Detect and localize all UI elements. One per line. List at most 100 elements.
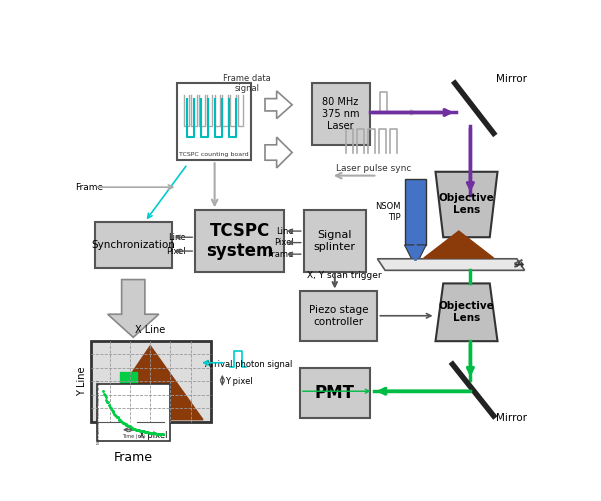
Point: [113, 413, 123, 421]
Polygon shape: [100, 346, 203, 420]
Text: Y Line: Y Line: [77, 366, 87, 396]
Bar: [97, 384, 171, 441]
Point: [112, 413, 121, 421]
Polygon shape: [108, 280, 159, 337]
Point: [154, 430, 164, 438]
Point: [144, 428, 154, 436]
Polygon shape: [265, 91, 292, 119]
Text: Mirror: Mirror: [496, 413, 527, 423]
Point: [141, 428, 151, 436]
Point: [137, 427, 147, 435]
Polygon shape: [436, 172, 498, 237]
Point: [115, 416, 124, 424]
Text: Normalized Photon Counts (a.u.): Normalized Photon Counts (a.u.): [97, 380, 101, 444]
Bar: [300, 368, 370, 418]
Point: [155, 430, 165, 438]
Text: NSOM
TIP: NSOM TIP: [375, 202, 401, 221]
Polygon shape: [265, 137, 292, 168]
Point: [102, 396, 111, 404]
Point: [147, 429, 156, 437]
Point: [146, 429, 156, 437]
Text: Line: Line: [168, 233, 186, 241]
Text: Signal
splinter: Signal splinter: [314, 230, 356, 252]
Bar: [177, 83, 251, 160]
Point: [103, 398, 113, 406]
Point: [154, 430, 163, 438]
Point: [99, 390, 109, 398]
Point: [136, 427, 146, 435]
Point: [135, 427, 145, 435]
Point: [117, 417, 126, 425]
Text: Frame: Frame: [267, 249, 294, 259]
Point: [135, 426, 144, 434]
Bar: [304, 210, 366, 272]
Text: Laser pulse sync: Laser pulse sync: [336, 164, 411, 173]
Point: [106, 404, 115, 412]
Text: Objective
Lens: Objective Lens: [439, 301, 495, 323]
Point: [158, 430, 168, 438]
Point: [127, 424, 136, 432]
Point: [141, 428, 150, 436]
Point: [121, 420, 130, 428]
Text: Pixel: Pixel: [166, 246, 186, 256]
Point: [149, 429, 159, 437]
Polygon shape: [436, 284, 498, 341]
Point: [103, 398, 112, 406]
Text: Pixel: Pixel: [274, 238, 294, 247]
Point: [125, 422, 135, 430]
Point: [150, 429, 160, 437]
Bar: [300, 291, 377, 341]
Point: [138, 427, 148, 435]
Text: Frame: Frame: [114, 450, 153, 463]
Point: [130, 425, 140, 433]
Point: [119, 419, 129, 427]
Text: Frame: Frame: [75, 183, 103, 192]
Point: [129, 424, 138, 432]
Polygon shape: [377, 259, 525, 271]
Point: [115, 415, 125, 423]
Point: [132, 426, 142, 434]
Point: [101, 393, 111, 401]
Point: [121, 421, 131, 429]
Point: [111, 412, 121, 420]
Point: [98, 387, 108, 395]
Point: [131, 425, 141, 433]
Point: [104, 401, 114, 409]
Point: [117, 417, 127, 425]
Text: $\nrightarrow$: $\nrightarrow$: [511, 258, 526, 271]
Text: Time (ns): Time (ns): [122, 434, 145, 439]
Polygon shape: [424, 231, 493, 258]
Point: [127, 424, 137, 432]
Point: [148, 429, 158, 437]
Point: [118, 419, 128, 427]
Text: X pixel: X pixel: [139, 431, 167, 440]
Point: [156, 430, 166, 438]
Point: [123, 422, 133, 430]
Bar: [404, 179, 426, 245]
Point: [151, 429, 160, 437]
Point: [108, 407, 117, 415]
Text: 80 MHz
375 nm
Laser: 80 MHz 375 nm Laser: [322, 97, 359, 131]
Point: [120, 419, 129, 427]
Bar: [311, 83, 370, 145]
Point: [126, 423, 135, 431]
Point: [133, 426, 142, 434]
Point: [153, 430, 162, 438]
Point: [114, 415, 123, 423]
Bar: [91, 341, 211, 422]
Text: X Line: X Line: [135, 325, 165, 335]
Point: [139, 427, 148, 435]
Bar: [120, 372, 137, 389]
Text: Line: Line: [276, 226, 294, 235]
Point: [100, 391, 109, 399]
Bar: [195, 210, 284, 272]
Point: [152, 430, 162, 438]
Point: [107, 406, 117, 414]
Text: X, Y scan trigger: X, Y scan trigger: [307, 271, 382, 280]
Point: [109, 408, 118, 416]
Point: [105, 403, 115, 411]
Point: [129, 425, 139, 433]
Point: [124, 422, 134, 430]
Text: TCSPC
system: TCSPC system: [206, 221, 273, 261]
Text: Piezo stage
controller: Piezo stage controller: [309, 305, 368, 327]
